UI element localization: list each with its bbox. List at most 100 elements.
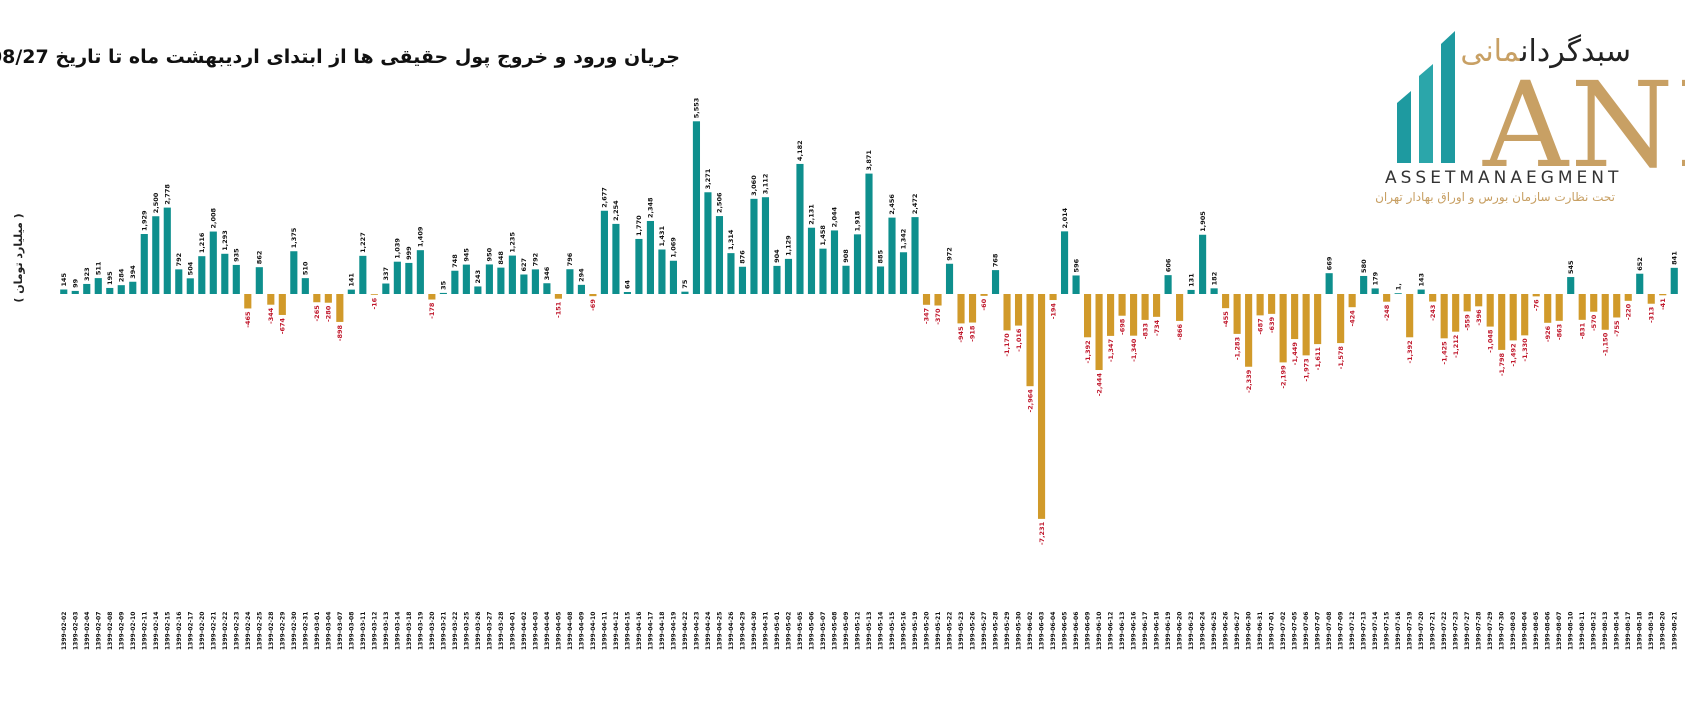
- x-tick-label: 1399-07-14: [1372, 612, 1379, 650]
- data-label: -280: [325, 305, 333, 322]
- x-tick-label: 1399-05-12: [855, 612, 862, 650]
- data-label: 1,: [1394, 283, 1402, 290]
- data-label: -347: [923, 308, 931, 324]
- x-tick-label: 1399-04-26: [728, 612, 735, 650]
- bar: [623, 292, 631, 294]
- bar: [612, 223, 620, 294]
- bar: [1647, 294, 1655, 304]
- data-label: 3,271: [704, 168, 712, 189]
- bar: [750, 198, 758, 294]
- logo-name-gold: مانی: [1460, 34, 1521, 69]
- x-tick-label: 1399-05-28: [993, 612, 1000, 650]
- x-tick-label: 1399-04-03: [532, 612, 539, 650]
- x-tick-label: 1399-06-30: [1246, 612, 1253, 650]
- bar: [531, 269, 539, 294]
- data-label: 792: [532, 253, 540, 267]
- data-label: 2,456: [888, 194, 896, 215]
- data-label: 1,039: [394, 238, 402, 259]
- x-tick-label: 1399-08-05: [1533, 612, 1540, 650]
- data-label: 511: [94, 261, 102, 275]
- bar: [796, 163, 804, 294]
- bar: [1095, 294, 1103, 371]
- data-label: 2,131: [808, 204, 816, 225]
- bar: [1141, 294, 1149, 320]
- bar: [474, 286, 482, 294]
- x-tick-label: 1399-04-04: [544, 612, 551, 650]
- data-label: 1,227: [359, 232, 367, 253]
- bar: [1383, 294, 1391, 302]
- data-label: 2,254: [612, 200, 620, 221]
- data-label: 2,472: [911, 194, 919, 215]
- data-label: 2,008: [210, 208, 218, 229]
- data-label: -1,330: [1521, 338, 1529, 362]
- bar: [899, 252, 908, 294]
- x-tick-label: 1399-05-02: [785, 612, 792, 650]
- x-tick-label: 1399-04-12: [613, 612, 620, 650]
- bar: [589, 294, 597, 297]
- x-tick-label: 1399-04-01: [509, 612, 516, 650]
- x-tick-label: 1399-05-29: [1004, 612, 1011, 650]
- bar: [163, 207, 171, 294]
- data-label: -76: [1532, 299, 1540, 311]
- data-label: -1,170: [1003, 333, 1011, 357]
- bar: [451, 270, 459, 294]
- x-tick-label: 1399-04-11: [601, 612, 608, 650]
- x-tick-label: 1399-06-26: [1223, 612, 1230, 650]
- x-tick-label: 1399-05-07: [820, 612, 827, 650]
- bar: [957, 294, 965, 324]
- bar: [301, 278, 309, 294]
- bar: [462, 264, 470, 294]
- x-tick-label: 1399-02-09: [118, 612, 125, 650]
- bar: [692, 121, 701, 294]
- bar: [1268, 294, 1276, 314]
- data-label: -734: [1153, 319, 1161, 336]
- x-tick-label: 1399-02-25: [256, 612, 263, 650]
- bar: [1475, 294, 1483, 307]
- bar: [1187, 289, 1195, 294]
- bar: [1337, 294, 1345, 344]
- bar: [140, 234, 148, 294]
- bar: [393, 261, 401, 294]
- bar: [945, 263, 954, 294]
- x-tick-label: 1399-07-19: [1407, 612, 1414, 650]
- bar: [543, 283, 551, 294]
- bar: [646, 220, 654, 294]
- bar: [1509, 294, 1517, 341]
- x-tick-label: 1399-02-30: [291, 612, 298, 650]
- data-label: 1,235: [509, 232, 517, 253]
- data-label: -831: [1578, 322, 1586, 339]
- x-tick-label: 1399-02-03: [72, 612, 79, 650]
- data-label: 195: [106, 271, 114, 285]
- x-tick-label: 1399-02-23: [233, 612, 240, 650]
- data-label: 284: [117, 268, 125, 282]
- data-label: -1,347: [1107, 339, 1115, 362]
- x-tick-label: 1399-06-10: [1096, 612, 1103, 650]
- x-tick-label: 1399-08-20: [1660, 612, 1667, 650]
- data-label: -2,199: [1279, 365, 1287, 389]
- bar: [1302, 294, 1310, 356]
- data-label: 294: [578, 268, 586, 282]
- bar: [681, 291, 689, 294]
- x-tick-label: 1399-06-20: [1177, 612, 1184, 650]
- data-label: 945: [463, 248, 471, 262]
- data-label: 796: [566, 252, 574, 266]
- data-label: 1,929: [140, 210, 148, 231]
- bar: [1555, 294, 1563, 321]
- bar: [1463, 294, 1471, 312]
- x-tick-label: 1399-03-07: [337, 612, 344, 650]
- data-label: -866: [1176, 323, 1184, 340]
- bar: [1130, 294, 1138, 336]
- bar: [370, 294, 378, 295]
- bar: [1670, 267, 1678, 294]
- data-label: -674: [279, 317, 287, 334]
- bar: [83, 283, 91, 294]
- x-tick-label: 1399-05-14: [878, 612, 885, 650]
- x-tick-label: 1399-03-28: [498, 612, 505, 650]
- x-tick-label: 1399-03-11: [360, 612, 367, 650]
- bar: [439, 292, 447, 294]
- data-label: -41: [1659, 298, 1667, 310]
- x-tick-label: 1399-05-19: [912, 612, 919, 650]
- data-label: -465: [244, 311, 252, 328]
- x-tick-label: 1399-04-30: [751, 612, 758, 650]
- bar: [255, 267, 263, 294]
